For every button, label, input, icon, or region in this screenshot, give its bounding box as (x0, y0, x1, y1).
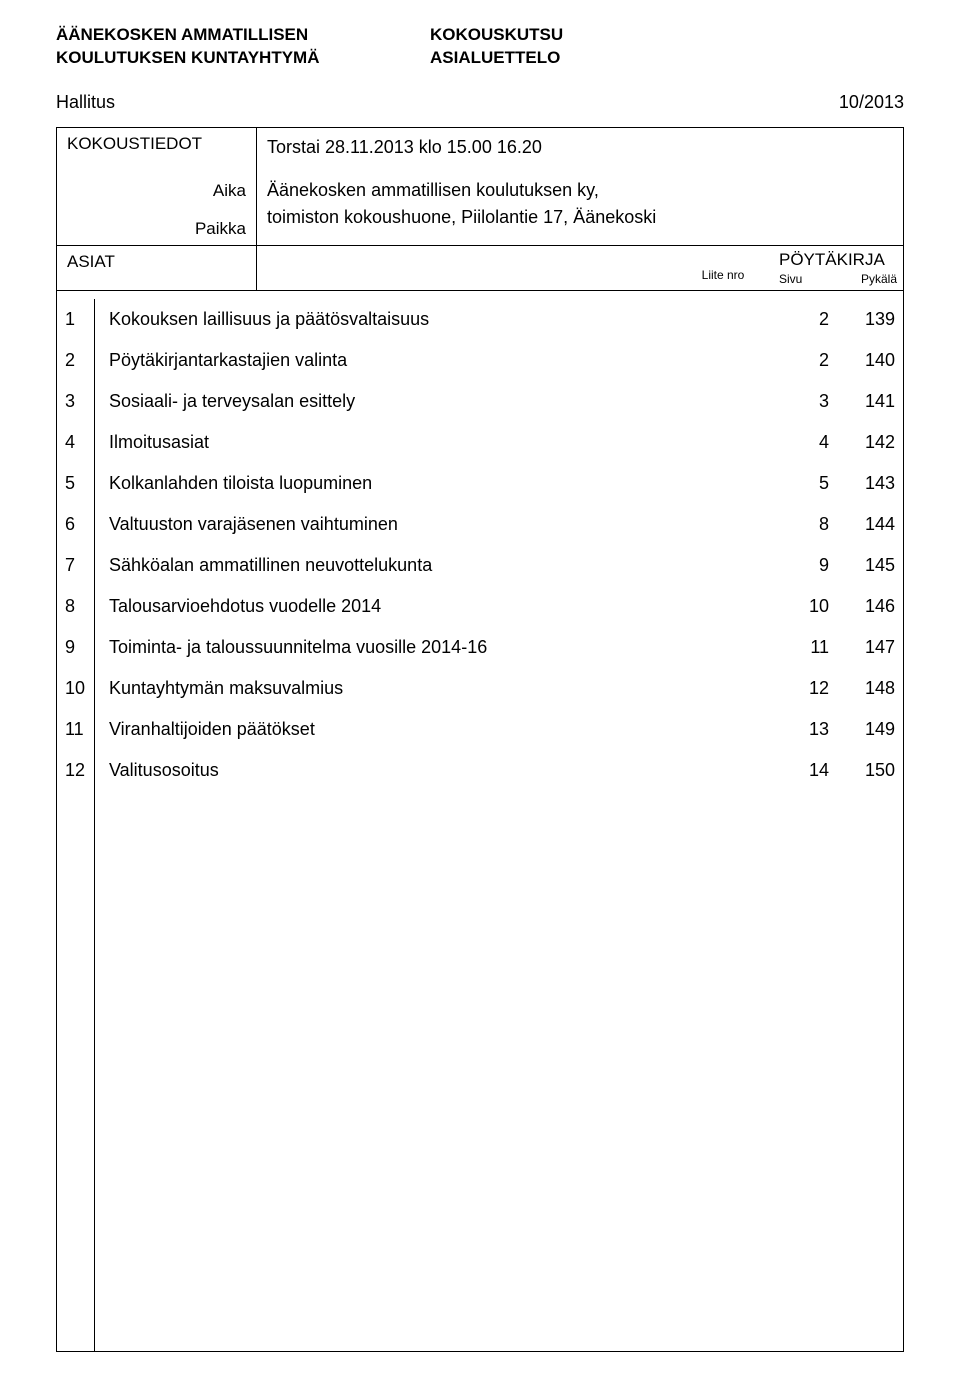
agenda-row-description: Pöytäkirjantarkastajien valinta (95, 340, 673, 381)
agenda-row-liite (673, 422, 773, 463)
meeting-place-line-2: toimiston kokoushuone, Piilolantie 17, Ä… (267, 204, 893, 231)
meeting-label-cell: KOKOUSTIEDOT Aika Paikka (57, 128, 257, 246)
agenda-row-description: Kolkanlahden tiloista luopuminen (95, 463, 673, 504)
agenda-row-number: 12 (57, 750, 95, 791)
agenda-row-sivu: 13 (773, 709, 833, 750)
agenda-row-number: 10 (57, 668, 95, 709)
agenda-row-liite (673, 668, 773, 709)
agenda-row-liite (673, 463, 773, 504)
agenda-row-number: 7 (57, 545, 95, 586)
agenda-row-sivu: 3 (773, 381, 833, 422)
meeting-value-cell: Torstai 28.11.2013 klo 15.00 16.20 Äänek… (257, 128, 903, 246)
doc-type: KOKOUSKUTSU ASIALUETTELO (420, 24, 784, 70)
org-line-2: KOULUTUKSEN KUNTAYHTYMÄ (56, 47, 420, 70)
agenda-row-pykala: 140 (833, 340, 903, 381)
agenda-row-number: 3 (57, 381, 95, 422)
page: ÄÄNEKOSKEN AMMATILLISEN KOULUTUKSEN KUNT… (0, 0, 960, 1392)
agenda-row-number: 8 (57, 586, 95, 627)
agenda-row-pykala: 143 (833, 463, 903, 504)
agenda-row-description: Ilmoitusasiat (95, 422, 673, 463)
table-filler-col-sivu (773, 791, 833, 1351)
agenda-row-liite (673, 545, 773, 586)
agenda-row-liite (673, 750, 773, 791)
asiat-label: ASIAT (57, 246, 257, 291)
agenda-row-sivu: 5 (773, 463, 833, 504)
paikka-label: Paikka (195, 219, 246, 239)
pykala-label: Pykälä (861, 272, 897, 286)
agenda-row-number: 1 (57, 299, 95, 340)
agenda-row-pykala: 139 (833, 299, 903, 340)
agenda-row-description: Kuntayhtymän maksuvalmius (95, 668, 673, 709)
doc-line-1: KOKOUSKUTSU (430, 24, 784, 47)
kokoustiedot-label: KOKOUSTIEDOT (67, 134, 202, 154)
org-line-1: ÄÄNEKOSKEN AMMATILLISEN (56, 24, 420, 47)
agenda-row-number: 5 (57, 463, 95, 504)
agenda-row-pykala: 141 (833, 381, 903, 422)
liite-header: Liite nro (673, 246, 773, 291)
agenda-row-liite (673, 340, 773, 381)
table-filler-col-desc (95, 791, 673, 1351)
agenda-row-sivu: 9 (773, 545, 833, 586)
agenda-row-sivu: 14 (773, 750, 833, 791)
table-filler-col-num (57, 791, 95, 1351)
agenda-row-sivu: 8 (773, 504, 833, 545)
meeting-datetime: Torstai 28.11.2013 klo 15.00 16.20 (267, 134, 893, 161)
agenda-row-number: 6 (57, 504, 95, 545)
agenda-row-pykala: 142 (833, 422, 903, 463)
sub-header: Hallitus 10/2013 (56, 92, 904, 113)
agenda-row-pykala: 148 (833, 668, 903, 709)
asiat-header-row: ASIAT Liite nro PÖYTÄKIRJA Sivu Pykälä (57, 246, 903, 291)
agenda-row-sivu: 4 (773, 422, 833, 463)
agenda-row-liite (673, 299, 773, 340)
agenda-row-description: Toiminta- ja taloussuunnitelma vuosille … (95, 627, 673, 668)
agenda-row-pykala: 150 (833, 750, 903, 791)
agenda-row-sivu: 2 (773, 299, 833, 340)
agenda-row-description: Valitusosoitus (95, 750, 673, 791)
agenda-row-liite (673, 504, 773, 545)
agenda-row-liite (673, 627, 773, 668)
agenda-row-pykala: 146 (833, 586, 903, 627)
body-name: Hallitus (56, 92, 420, 113)
table-filler-col-liite (673, 791, 773, 1351)
agenda-row-number: 4 (57, 422, 95, 463)
agenda-row-description: Talousarvioehdotus vuodelle 2014 (95, 586, 673, 627)
session-number: 10/2013 (784, 92, 904, 113)
meeting-row: KOKOUSTIEDOT Aika Paikka Torstai 28.11.2… (57, 128, 903, 246)
agenda-row-pykala: 149 (833, 709, 903, 750)
agenda-row-pykala: 145 (833, 545, 903, 586)
meeting-place-line-1: Äänekosken ammatillisen koulutuksen ky, (267, 177, 893, 204)
agenda-row-number: 11 (57, 709, 95, 750)
agenda-row-pykala: 147 (833, 627, 903, 668)
poytakirja-header: PÖYTÄKIRJA Sivu Pykälä (773, 246, 903, 291)
agenda-row-liite (673, 586, 773, 627)
agenda-table: 1Kokouksen laillisuus ja päätösvaltaisuu… (57, 291, 903, 1351)
agenda-row-sivu: 12 (773, 668, 833, 709)
agenda-row-sivu: 10 (773, 586, 833, 627)
poytakirja-label: PÖYTÄKIRJA (779, 250, 897, 270)
agenda-row-description: Sosiaali- ja terveysalan esittely (95, 381, 673, 422)
agenda-row-liite (673, 709, 773, 750)
meeting-info-box: KOKOUSTIEDOT Aika Paikka Torstai 28.11.2… (56, 127, 904, 1352)
agenda-row-pykala: 144 (833, 504, 903, 545)
document-header: ÄÄNEKOSKEN AMMATILLISEN KOULUTUKSEN KUNT… (56, 24, 904, 70)
agenda-row-description: Sähköalan ammatillinen neuvottelukunta (95, 545, 673, 586)
agenda-row-liite (673, 381, 773, 422)
agenda-row-sivu: 2 (773, 340, 833, 381)
asiat-empty (257, 246, 673, 291)
agenda-row-number: 9 (57, 627, 95, 668)
agenda-row-description: Valtuuston varajäsenen vaihtuminen (95, 504, 673, 545)
sivu-label: Sivu (779, 272, 802, 286)
doc-line-2: ASIALUETTELO (430, 47, 784, 70)
org-name: ÄÄNEKOSKEN AMMATILLISEN KOULUTUKSEN KUNT… (56, 24, 420, 70)
agenda-row-description: Kokouksen laillisuus ja päätösvaltaisuus (95, 299, 673, 340)
aika-label: Aika (213, 181, 246, 201)
agenda-row-description: Viranhaltijoiden päätökset (95, 709, 673, 750)
agenda-row-sivu: 11 (773, 627, 833, 668)
agenda-row-number: 2 (57, 340, 95, 381)
table-filler-col-pyk (833, 791, 903, 1351)
agenda-rows-container: 1Kokouksen laillisuus ja päätösvaltaisuu… (57, 299, 903, 791)
